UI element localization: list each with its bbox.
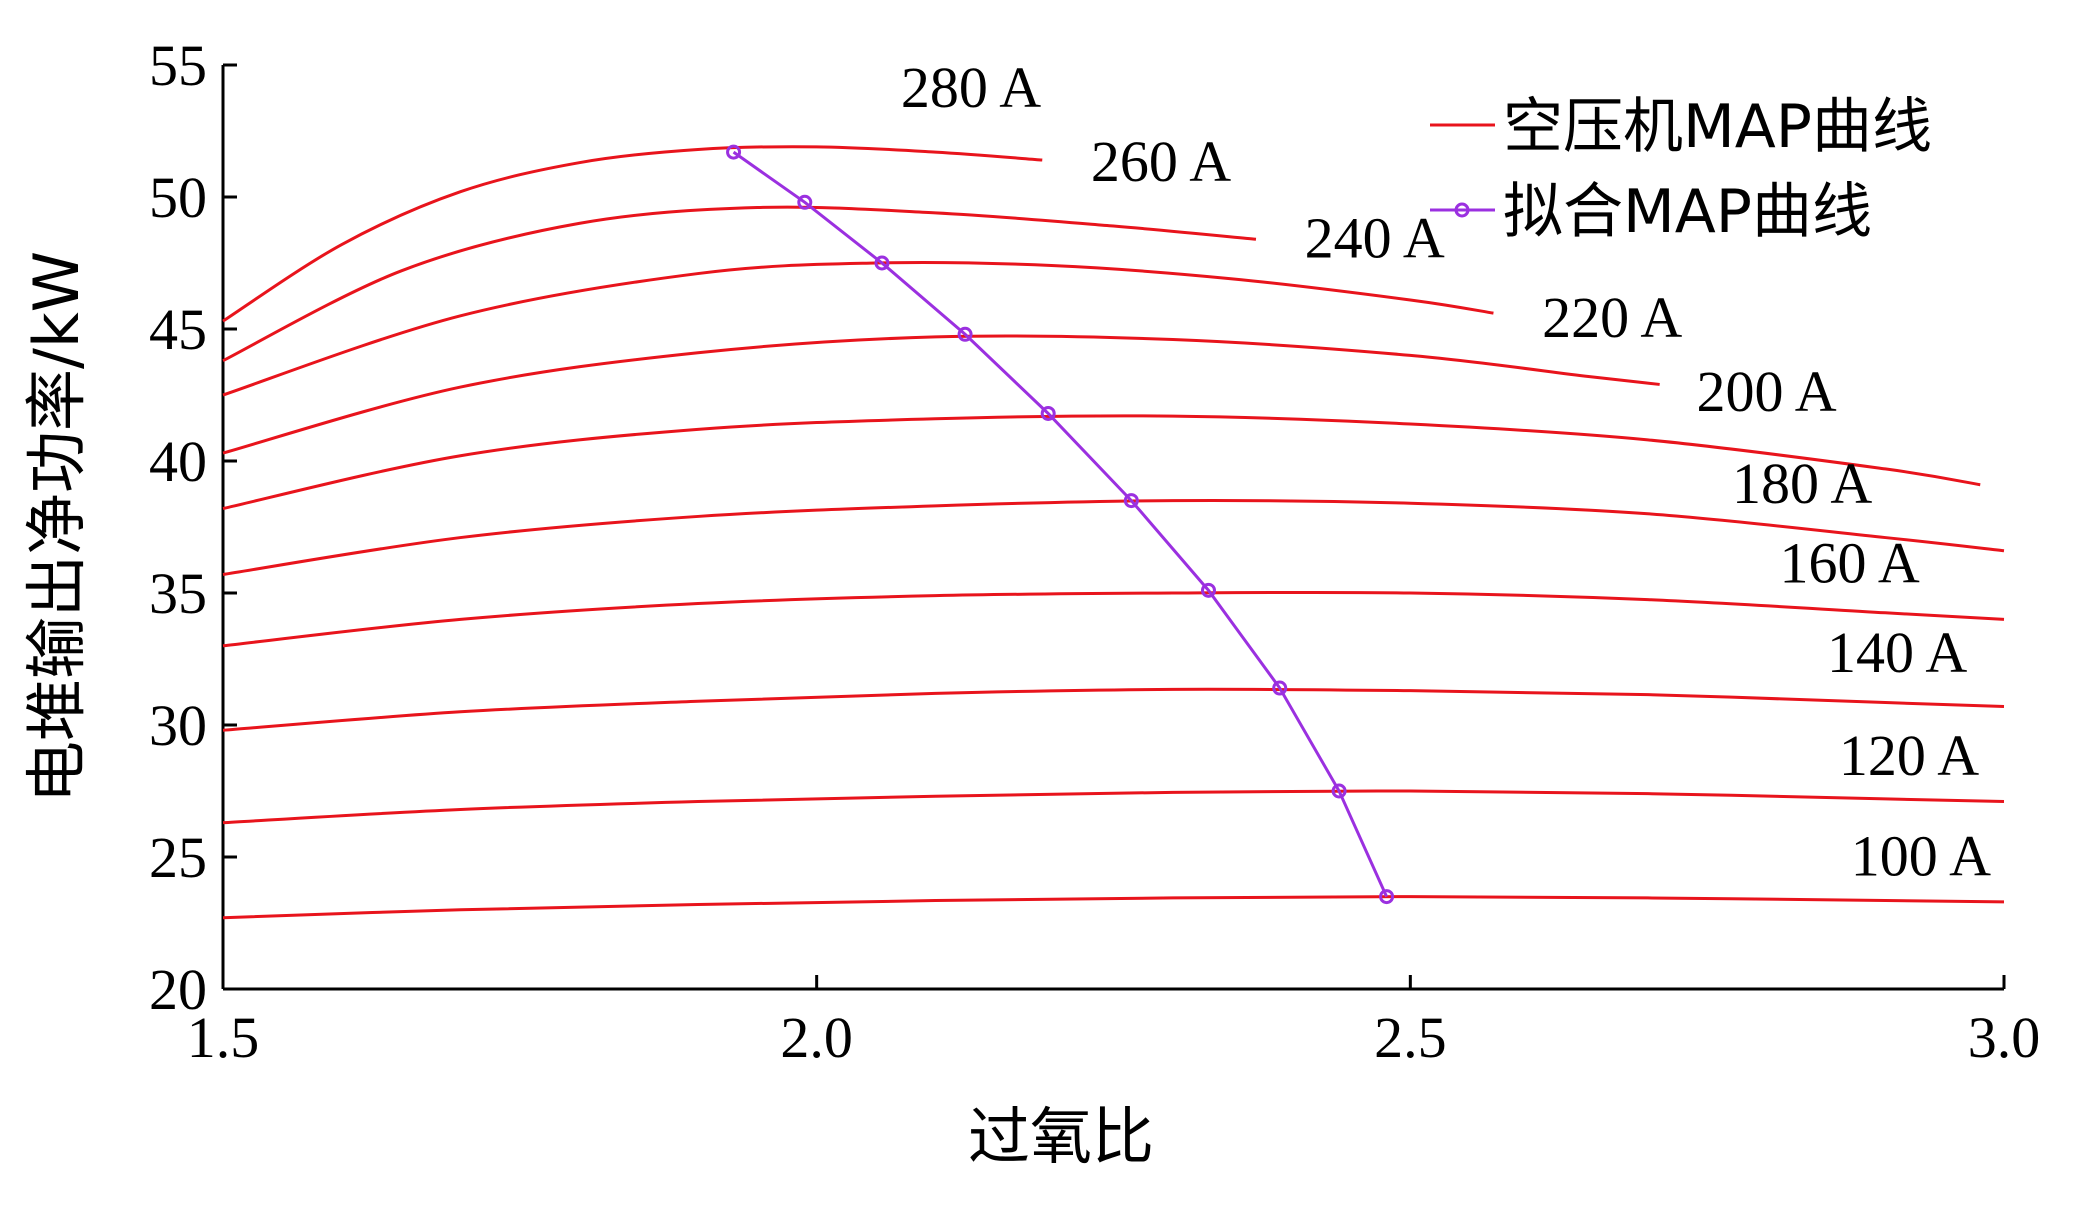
curve-label: 240 A [1305,206,1445,271]
y-tick-label: 45 [149,297,207,362]
series-line-180a [222,498,2005,577]
series-line-160a [222,590,2005,648]
curve-label: 180 A [1732,451,1872,516]
curve-label: 200 A [1696,359,1836,424]
series-line-280a [222,145,1043,323]
x-tick-label: 2.5 [1374,1005,1447,1070]
y-tick-label: 50 [149,165,207,230]
fitted-map-point [1272,680,1288,696]
y-tick-label: 55 [149,33,207,98]
y-tick-label: 35 [149,561,207,626]
curve-label: 220 A [1542,285,1682,350]
series-line-fitted-map [732,150,1388,898]
series-line-100a [222,895,2005,920]
y-tick-label: 20 [149,957,207,1022]
curve-label: 100 A [1851,823,1991,888]
fitted-map-point [874,255,890,271]
x-tick-label: 2.0 [780,1005,853,1070]
series-line-140a [222,687,2005,732]
fitted-map-point [1200,582,1216,598]
series-line-260a [222,205,1257,363]
legend: 空压机MAP曲线 拟合MAP曲线 [1430,92,1932,247]
x-axis-title: 过氧比 [968,1100,1154,1173]
legend-marker-fitted [1454,202,1470,218]
series-line-220a [222,334,1660,455]
fitted-map-point [1331,783,1347,799]
curve-label: 160 A [1780,530,1920,595]
curve-label: 260 A [1091,129,1231,194]
series-layer [222,144,2005,920]
fitted-map-point [1123,493,1139,509]
axes: 1.5 2.0 2.5 3.0 20 25 30 35 40 45 50 55 [149,33,2040,1070]
fitted-map-point [797,194,813,210]
y-tick-label: 30 [149,693,207,758]
series-line-120a [222,789,2005,825]
fitted-map-point [1379,889,1395,905]
series-line-240a [222,260,1494,397]
x-tick-label: 3.0 [1968,1005,2041,1070]
fitted-map-point [1040,405,1056,421]
y-axis-title: 电堆输出净功率/kW [20,251,93,803]
fitted-map-point [957,326,973,342]
fitted-map-point [726,144,742,160]
series-line-200a [222,414,1981,510]
curve-label: 280 A [901,55,1041,120]
x-tick-label: 1.5 [187,1005,260,1070]
legend-label-fitted: 拟合MAP曲线 [1503,177,1872,247]
legend-label-compressor: 空压机MAP曲线 [1503,92,1932,162]
curve-label: 140 A [1827,620,1967,685]
y-tick-label: 25 [149,825,207,890]
curve-label: 120 A [1839,723,1979,788]
y-tick-label: 40 [149,429,207,494]
